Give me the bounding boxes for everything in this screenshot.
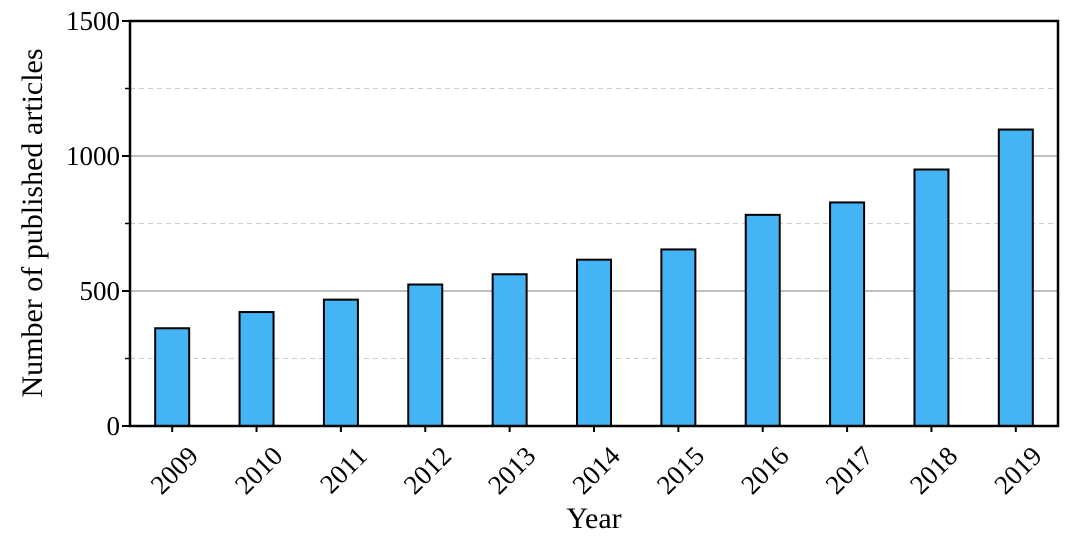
bar-2018 <box>914 170 948 427</box>
y-tick-label: 0 <box>107 411 121 441</box>
bar-2012 <box>408 285 442 426</box>
bar-2017 <box>830 202 864 426</box>
bar-2015 <box>661 249 695 426</box>
x-tick-label: 2011 <box>314 441 373 500</box>
bar-2019 <box>999 130 1033 426</box>
bar-2013 <box>493 274 527 426</box>
y-tick-label: 1500 <box>66 6 120 36</box>
bar-2011 <box>324 300 358 426</box>
x-tick-label: 2016 <box>735 441 794 500</box>
y-tick-label: 1000 <box>66 141 120 171</box>
bar-2014 <box>577 260 611 426</box>
x-tick-label: 2015 <box>651 441 710 500</box>
x-tick-label: 2017 <box>820 441 879 500</box>
x-tick-label: 2013 <box>482 441 541 500</box>
x-axis-ticks: 2009 2010 2011 2012 2013 2014 2015 2016 2017 2018… <box>145 426 1048 500</box>
x-tick-label: 2010 <box>229 441 288 500</box>
x-tick-label: 2019 <box>988 441 1047 500</box>
y-tick-label: 500 <box>80 276 121 306</box>
x-tick-label: 2014 <box>566 440 626 500</box>
x-tick-label: 2009 <box>145 441 204 500</box>
bars <box>155 130 1033 426</box>
bar-2009 <box>155 328 189 426</box>
bar-2016 <box>746 215 780 426</box>
y-axis-title: Number of published articles <box>16 48 49 397</box>
x-tick-label: 2018 <box>904 441 963 500</box>
y-axis-ticks: 0 500 1000 1500 <box>66 6 130 441</box>
x-tick-label: 2012 <box>398 441 457 500</box>
x-axis-title: Year <box>566 502 621 535</box>
bar-2010 <box>240 312 274 426</box>
